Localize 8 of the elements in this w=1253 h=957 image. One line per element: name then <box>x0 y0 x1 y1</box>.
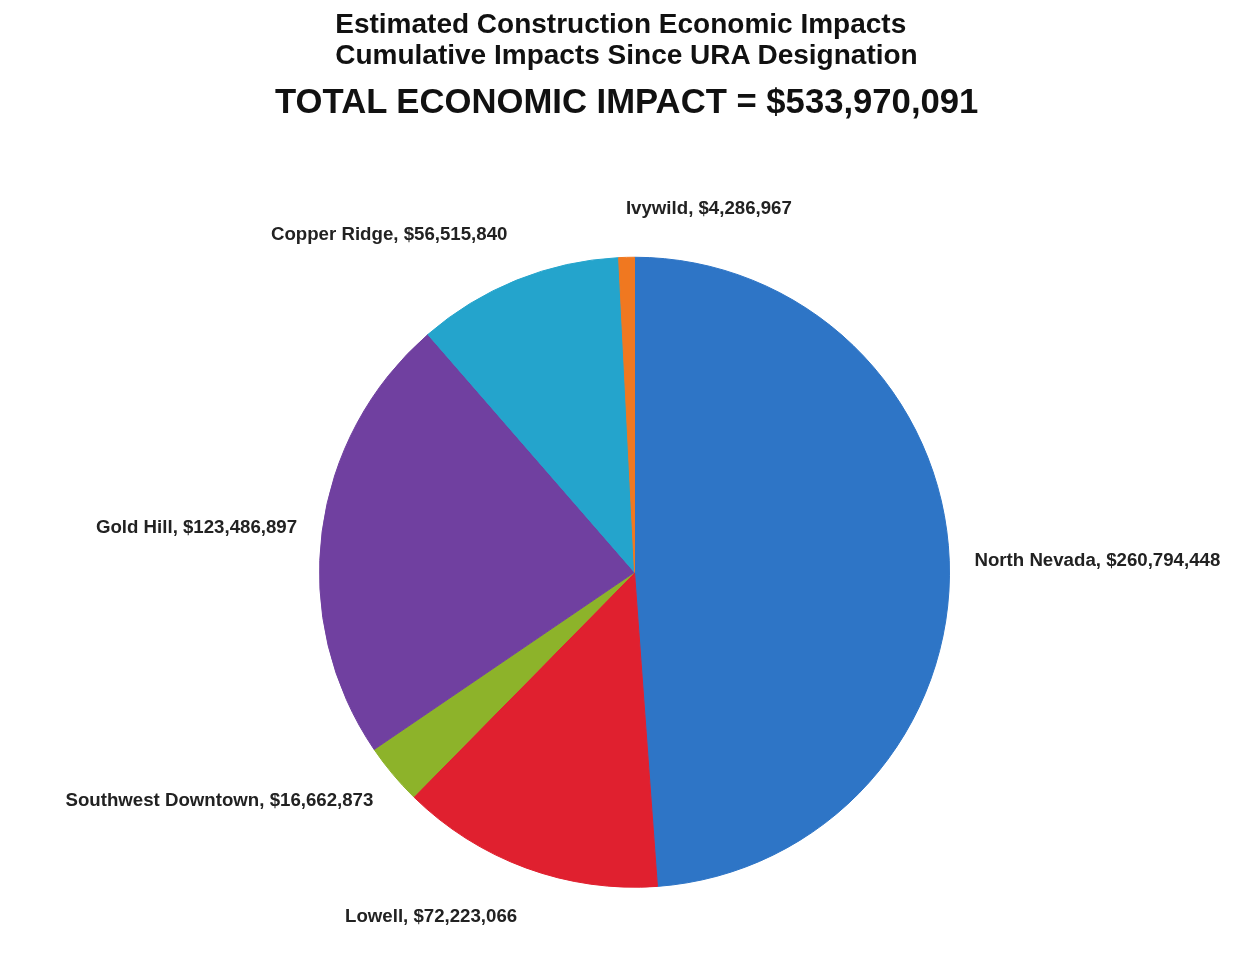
slice-label: North Nevada, $260,794,448 <box>974 548 1221 570</box>
chart-subtitle: TOTAL ECONOMIC IMPACT = $533,970,091 <box>275 81 979 120</box>
chart-title: Estimated Construction Economic Impacts Cumulative Impacts Since URA Designation <box>335 7 918 70</box>
slice-label: Southwest Downtown, $16,662,873 <box>65 788 374 810</box>
slice-label: Ivywild, $4,286,967 <box>625 197 792 219</box>
slice-label: Gold Hill, $123,486,897 <box>95 516 298 538</box>
slice-label: Copper Ridge, $56,515,840 <box>270 222 508 244</box>
slice-label: Lowell, $72,223,066 <box>345 904 518 926</box>
